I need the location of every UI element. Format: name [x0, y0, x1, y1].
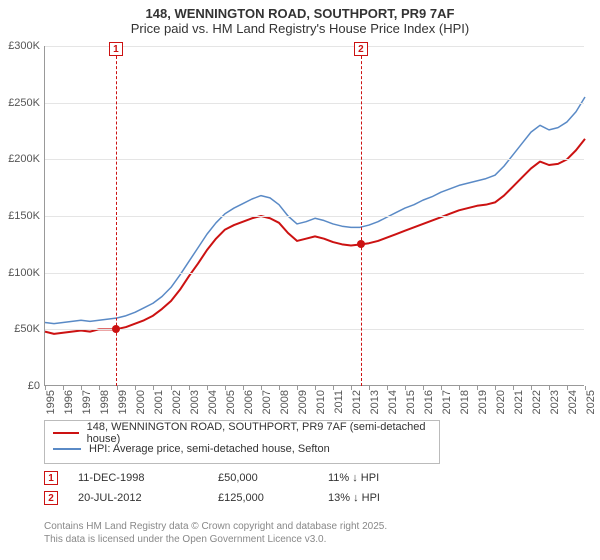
- x-axis-label: 2010: [315, 390, 327, 414]
- x-axis-label: 2014: [387, 390, 399, 414]
- x-axis-label: 2022: [531, 390, 543, 414]
- x-axis-label: 2025: [585, 390, 597, 414]
- gridline: [45, 103, 584, 104]
- legend-swatch: [53, 448, 81, 450]
- x-axis-label: 2005: [225, 390, 237, 414]
- footer-line1: Contains HM Land Registry data © Crown c…: [44, 520, 584, 533]
- series-line: [45, 97, 585, 324]
- chart-area: £0£50K£100K£150K£200K£250K£300K199519961…: [44, 46, 584, 406]
- chart-container: 148, WENNINGTON ROAD, SOUTHPORT, PR9 7AF…: [0, 0, 600, 560]
- legend-box: 148, WENNINGTON ROAD, SOUTHPORT, PR9 7AF…: [44, 420, 440, 464]
- sales-table: 1 11-DEC-1998 £50,000 11% ↓ HPI 2 20-JUL…: [44, 468, 544, 508]
- y-axis-label: £0: [0, 380, 40, 392]
- gridline: [45, 329, 584, 330]
- x-axis-label: 1999: [117, 390, 129, 414]
- sale-point: [112, 325, 120, 333]
- sale-date: 11-DEC-1998: [78, 472, 218, 484]
- y-axis-label: £300K: [0, 40, 40, 52]
- sale-vline: [116, 46, 117, 386]
- gridline: [45, 46, 584, 47]
- x-axis-label: 2013: [369, 390, 381, 414]
- plot-area: £0£50K£100K£150K£200K£250K£300K199519961…: [44, 46, 584, 386]
- x-axis-label: 2003: [189, 390, 201, 414]
- x-axis-label: 2007: [261, 390, 273, 414]
- x-axis-label: 2006: [243, 390, 255, 414]
- x-axis-label: 2015: [405, 390, 417, 414]
- y-axis-label: £150K: [0, 210, 40, 222]
- x-axis-label: 1997: [81, 390, 93, 414]
- x-axis-label: 2008: [279, 390, 291, 414]
- y-axis-label: £100K: [0, 267, 40, 279]
- title-block: 148, WENNINGTON ROAD, SOUTHPORT, PR9 7AF…: [0, 0, 600, 36]
- x-axis-label: 2018: [459, 390, 471, 414]
- sale-marker-2: 2: [44, 491, 58, 505]
- x-axis-label: 2017: [441, 390, 453, 414]
- x-axis-label: 2002: [171, 390, 183, 414]
- gridline: [45, 216, 584, 217]
- x-axis-label: 2001: [153, 390, 165, 414]
- sales-row: 1 11-DEC-1998 £50,000 11% ↓ HPI: [44, 468, 544, 488]
- sale-marker-1: 1: [44, 471, 58, 485]
- legend-label: HPI: Average price, semi-detached house,…: [89, 443, 330, 455]
- y-axis-label: £50K: [0, 323, 40, 335]
- footer-line2: This data is licensed under the Open Gov…: [44, 533, 584, 546]
- sale-marker-box: 1: [109, 42, 123, 56]
- y-axis-label: £200K: [0, 153, 40, 165]
- x-axis-label: 2024: [567, 390, 579, 414]
- x-axis-label: 1998: [99, 390, 111, 414]
- gridline: [45, 159, 584, 160]
- x-axis-label: 2009: [297, 390, 309, 414]
- x-axis-label: 1995: [45, 390, 57, 414]
- legend-swatch: [53, 432, 79, 434]
- sale-marker-box: 2: [354, 42, 368, 56]
- sale-point: [357, 240, 365, 248]
- legend-row-price-paid: 148, WENNINGTON ROAD, SOUTHPORT, PR9 7AF…: [53, 425, 431, 441]
- series-line: [45, 139, 585, 334]
- x-axis-label: 2011: [333, 390, 345, 414]
- sale-delta: 11% ↓ HPI: [328, 472, 448, 484]
- sale-price: £125,000: [218, 492, 328, 504]
- x-axis-label: 1996: [63, 390, 75, 414]
- x-axis-label: 2012: [351, 390, 363, 414]
- sales-row: 2 20-JUL-2012 £125,000 13% ↓ HPI: [44, 488, 544, 508]
- sale-vline: [361, 46, 362, 386]
- x-axis-label: 2016: [423, 390, 435, 414]
- x-axis-label: 2019: [477, 390, 489, 414]
- sale-delta: 13% ↓ HPI: [328, 492, 448, 504]
- footer: Contains HM Land Registry data © Crown c…: [44, 520, 584, 546]
- sale-date: 20-JUL-2012: [78, 492, 218, 504]
- x-axis-label: 2020: [495, 390, 507, 414]
- gridline: [45, 273, 584, 274]
- sale-price: £50,000: [218, 472, 328, 484]
- x-axis-label: 2021: [513, 390, 525, 414]
- x-axis-label: 2023: [549, 390, 561, 414]
- legend-label: 148, WENNINGTON ROAD, SOUTHPORT, PR9 7AF…: [87, 421, 431, 445]
- y-axis-label: £250K: [0, 97, 40, 109]
- x-axis-label: 2000: [135, 390, 147, 414]
- title-subtitle: Price paid vs. HM Land Registry's House …: [0, 21, 600, 36]
- title-address: 148, WENNINGTON ROAD, SOUTHPORT, PR9 7AF: [0, 6, 600, 21]
- x-axis-label: 2004: [207, 390, 219, 414]
